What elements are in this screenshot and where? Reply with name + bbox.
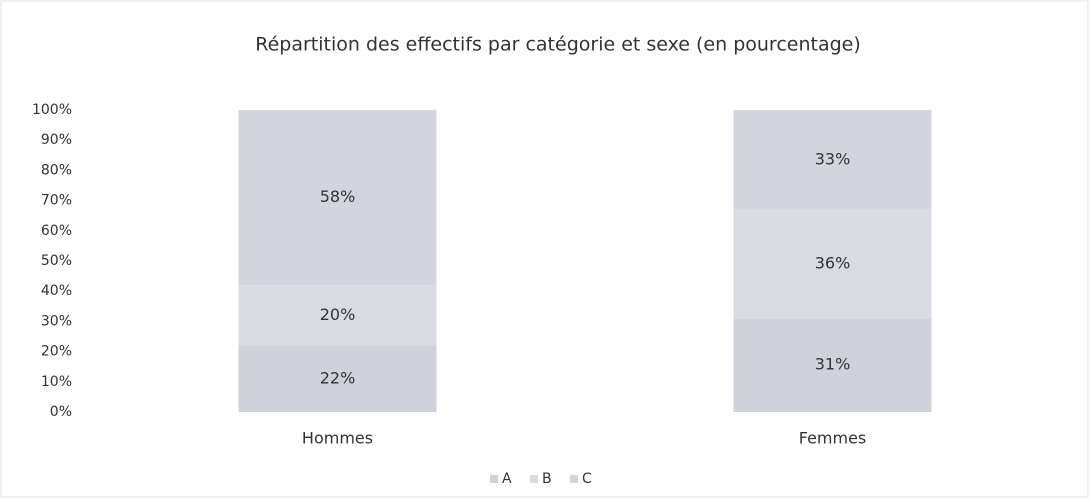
bar-segment: [733, 318, 932, 412]
y-tick-label: 70%: [41, 193, 72, 209]
y-tick-label: 90%: [41, 132, 72, 148]
x-tick-label: Hommes: [302, 429, 373, 448]
bar-segment: [238, 110, 437, 286]
data-label: 33%: [815, 149, 851, 168]
bar-segment: [733, 110, 932, 210]
y-tick-label: 50%: [41, 253, 72, 269]
legend-label: B: [542, 471, 552, 487]
legend-swatch: [570, 475, 578, 483]
y-tick-label: 40%: [41, 283, 72, 299]
data-label: 58%: [320, 187, 356, 206]
chart-title: Répartition des effectifs par catégorie …: [255, 34, 861, 56]
legend-swatch: [490, 475, 498, 483]
x-tick-label: Femmes: [799, 429, 867, 448]
bar-segment: [733, 209, 932, 319]
y-tick-label: 100%: [32, 102, 72, 118]
legend-swatch: [530, 475, 538, 483]
bar-segment: [238, 345, 437, 412]
legend-label: A: [502, 471, 512, 487]
y-tick-label: 20%: [41, 344, 72, 360]
data-label: 22%: [320, 368, 356, 387]
data-label: 36%: [815, 254, 851, 273]
data-label: 20%: [320, 305, 356, 324]
y-tick-label: 0%: [50, 404, 72, 420]
y-tick-label: 80%: [41, 162, 72, 178]
y-tick-label: 30%: [41, 313, 72, 329]
y-tick-label: 60%: [41, 223, 72, 239]
legend-label: C: [582, 471, 592, 487]
y-tick-label: 10%: [41, 374, 72, 390]
bar-segment: [238, 285, 437, 346]
data-label: 31%: [815, 355, 851, 374]
